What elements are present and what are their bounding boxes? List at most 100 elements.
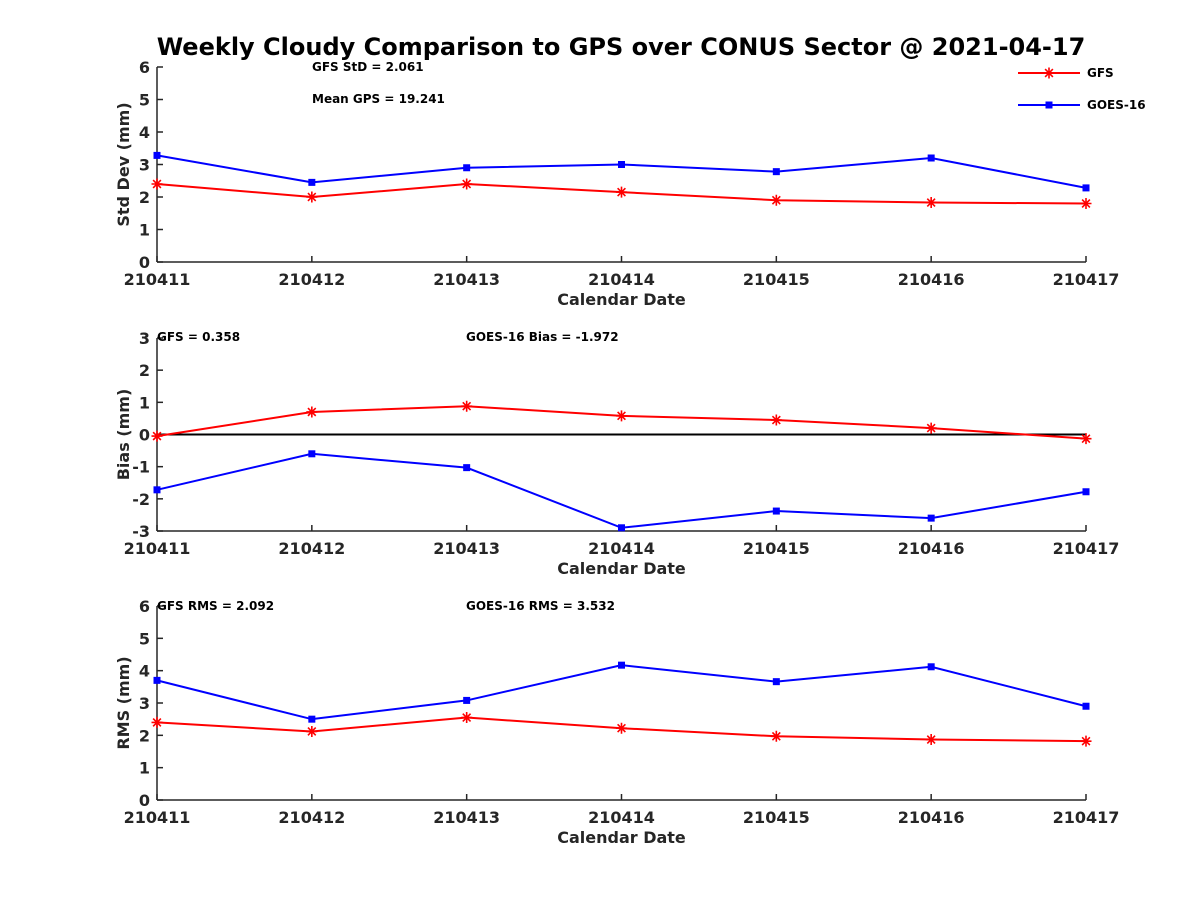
y-tick-label: 6: [139, 58, 150, 77]
data-point: [616, 186, 627, 198]
x-tick-label: 210417: [1053, 539, 1120, 558]
x-tick-label: 210411: [124, 270, 191, 289]
x-tick-label: 210413: [433, 539, 500, 558]
data-point: [1080, 433, 1092, 445]
data-point: [463, 696, 471, 704]
y-tick-label: 3: [139, 156, 150, 175]
legend-entry-gfs: GFS: [1018, 66, 1114, 80]
data-point: [153, 676, 161, 684]
x-tick-label: 210417: [1053, 808, 1120, 827]
data-point: [927, 514, 935, 522]
panel-rms-mm: 0 1 2 3 4 5 6 210411 210412 210413 210414 210415 210…: [114, 597, 1119, 847]
series-goes-16: [153, 450, 1090, 532]
data-point: [1080, 198, 1092, 209]
x-tick-label: 210414: [588, 539, 655, 558]
data-point: [925, 422, 937, 434]
x-tick-label: 210412: [278, 808, 345, 827]
y-tick-label: 3: [139, 694, 150, 713]
y-tick-label: -2: [132, 490, 150, 509]
x-tick-label: 210412: [278, 539, 345, 558]
data-point: [306, 406, 318, 418]
data-point: [151, 178, 163, 190]
data-point: [1080, 735, 1092, 747]
y-tick-label: 0: [139, 791, 150, 810]
x-axis-label: Calendar Date: [557, 828, 686, 847]
series-goes-16: [153, 661, 1090, 723]
data-point: [772, 678, 780, 686]
data-point: [772, 168, 780, 176]
y-axis-label: Std Dev (mm): [114, 102, 133, 226]
chart-title: Weekly Cloudy Comparison to GPS over CON…: [157, 33, 1086, 61]
y-tick-label: 1: [139, 393, 150, 412]
data-point: [461, 178, 473, 190]
x-tick-label: 210416: [898, 270, 965, 289]
data-point: [925, 197, 937, 209]
data-point: [1082, 488, 1090, 496]
x-tick-label: 210416: [898, 539, 965, 558]
y-tick-label: -3: [132, 522, 150, 541]
x-tick-label: 210413: [433, 808, 500, 827]
y-tick-label: 4: [139, 662, 150, 681]
y-tick-label: 3: [139, 329, 150, 348]
y-tick-label: 2: [139, 188, 150, 207]
data-point: [306, 725, 318, 737]
y-tick-label: 5: [139, 629, 150, 648]
data-point: [461, 400, 473, 412]
legend-entry-goes-16: GOES-16: [1018, 98, 1146, 112]
data-point: [1082, 702, 1090, 710]
stat-annotation: GFS RMS = 2.092: [157, 599, 274, 613]
legend-label: GOES-16: [1087, 98, 1146, 112]
series-goes-16: [153, 151, 1090, 192]
y-tick-label: 1: [139, 759, 150, 778]
data-point: [1082, 184, 1090, 192]
data-point: [770, 730, 782, 742]
x-tick-label: 210411: [124, 539, 191, 558]
data-point: [770, 414, 782, 426]
chart-legend: GFS GOES-16: [1018, 66, 1146, 112]
legend-marker: [1045, 101, 1053, 109]
data-point: [927, 663, 935, 671]
stat-annotation: GOES-16 RMS = 3.532: [466, 599, 615, 613]
data-point: [151, 716, 163, 728]
data-point: [463, 164, 471, 172]
stat-annotation: GFS StD = 2.061: [312, 60, 424, 74]
data-point: [927, 154, 935, 162]
x-tick-label: 210417: [1053, 270, 1120, 289]
stat-annotation: GOES-16 Bias = -1.972: [466, 330, 619, 344]
data-point: [461, 712, 473, 724]
data-point: [153, 486, 161, 494]
stat-annotation: GFS = 0.358: [157, 330, 240, 344]
data-point: [925, 734, 937, 746]
x-tick-label: 210416: [898, 808, 965, 827]
data-point: [308, 178, 316, 186]
data-point: [616, 722, 627, 734]
y-tick-label: 0: [139, 253, 150, 272]
legend-label: GFS: [1087, 66, 1114, 80]
y-tick-label: 2: [139, 726, 150, 745]
data-point: [153, 151, 161, 159]
x-tick-label: 210415: [743, 270, 810, 289]
data-point: [151, 430, 163, 442]
data-point: [306, 191, 318, 203]
data-point: [308, 715, 316, 723]
y-tick-label: 4: [139, 123, 150, 142]
x-tick-label: 210414: [588, 808, 655, 827]
x-tick-label: 210412: [278, 270, 345, 289]
data-point: [618, 161, 625, 168]
y-tick-label: 1: [139, 221, 150, 240]
panel-std-dev-mm: 0 1 2 3 4 5 6 210411 210412 210413 210414 210415 210…: [114, 58, 1119, 309]
series-gfs: [151, 178, 1092, 209]
data-point: [308, 450, 316, 458]
stat-annotation: Mean GPS = 19.241: [312, 92, 445, 106]
y-axis-label: RMS (mm): [114, 656, 133, 749]
x-tick-label: 210413: [433, 270, 500, 289]
x-tick-label: 210411: [124, 808, 191, 827]
y-tick-label: -1: [132, 458, 150, 477]
x-axis-label: Calendar Date: [557, 559, 686, 578]
data-point: [463, 464, 471, 472]
x-tick-label: 210415: [743, 808, 810, 827]
x-axis-label: Calendar Date: [557, 290, 686, 309]
x-tick-label: 210415: [743, 539, 810, 558]
